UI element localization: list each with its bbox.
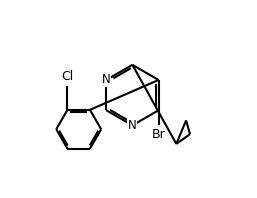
Text: N: N: [128, 119, 137, 132]
Text: Br: Br: [152, 128, 166, 141]
Text: Cl: Cl: [61, 70, 74, 84]
Text: N: N: [102, 73, 111, 87]
